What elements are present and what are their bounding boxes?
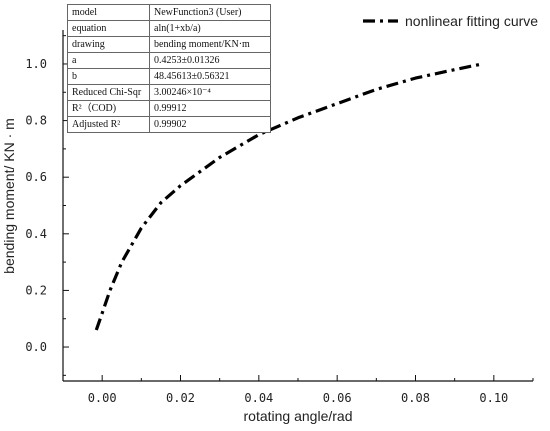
fit-table-value: 0.99912 <box>149 100 271 117</box>
fit-table-value: 3.00246×10⁻⁴ <box>149 84 271 101</box>
y-tick-label: 0.8 <box>25 114 47 128</box>
fit-table-row: Reduced Chi-Sqr 3.00246×10⁻⁴ <box>67 84 271 101</box>
fit-table-row: model NewFunction3 (User) <box>67 4 271 21</box>
y-tick-label: 1.0 <box>25 57 47 71</box>
y-tick-label: 0.0 <box>25 340 47 354</box>
y-tick-label: 0.4 <box>25 227 47 241</box>
x-axis-title: rotating angle/rad <box>244 408 353 424</box>
x-tick-label: 0.10 <box>479 391 508 405</box>
x-tick-label: 0.04 <box>244 391 273 405</box>
fit-table-value: bending moment/KN·m <box>149 36 271 53</box>
y-ticks: 0.0 0.2 0.4 0.6 0.8 1.0 <box>25 35 69 376</box>
series-group <box>94 62 483 331</box>
y-tick-label: 0.2 <box>25 283 47 297</box>
fit-table-key: Adjusted R² <box>67 116 150 133</box>
fit-table-value: 48.45613±0.56321 <box>149 68 271 85</box>
fit-table-key: a <box>67 52 150 69</box>
fit-table-value: NewFunction3 (User) <box>149 4 271 21</box>
fit-table-row: equation aln(1+xb/a) <box>67 20 271 37</box>
legend: nonlinear fitting curve <box>363 13 538 29</box>
x-tick-label: 0.00 <box>88 391 117 405</box>
legend-label: nonlinear fitting curve <box>405 13 538 29</box>
y-axis-title: bending moment/ KN · m <box>1 118 17 274</box>
fit-table-key: equation <box>67 20 150 37</box>
x-ticks: 0.00 0.02 0.04 0.06 0.08 0.10 <box>62 375 534 405</box>
fit-table-key: drawing <box>67 36 150 53</box>
fit-table-key: Reduced Chi-Sqr <box>67 84 150 101</box>
fit-table-key: model <box>67 4 150 21</box>
x-tick-label: 0.06 <box>323 391 352 405</box>
fit-table-row: b 48.45613±0.56321 <box>67 68 271 85</box>
fit-table-value: aln(1+xb/a) <box>149 20 271 37</box>
x-tick-label: 0.08 <box>401 391 430 405</box>
fit-table-value: 0.99902 <box>149 116 271 133</box>
y-tick-label: 0.6 <box>25 170 47 184</box>
fit-table-key: b <box>67 68 150 85</box>
fit-table-row: Adjusted R² 0.99902 <box>67 116 271 133</box>
fit-parameter-table: model NewFunction3 (User) equation aln(1+xb… <box>67 4 271 133</box>
fit-table-row: drawing bending moment/KN·m <box>67 36 271 53</box>
fit-table-row: a 0.4253±0.01326 <box>67 52 271 69</box>
fit-table-row: R²（COD) 0.99912 <box>67 100 271 117</box>
fit-table-value: 0.4253±0.01326 <box>149 52 271 69</box>
series-line-0 <box>94 62 483 331</box>
fit-table-key: R²（COD) <box>67 100 150 117</box>
x-tick-label: 0.02 <box>166 391 195 405</box>
